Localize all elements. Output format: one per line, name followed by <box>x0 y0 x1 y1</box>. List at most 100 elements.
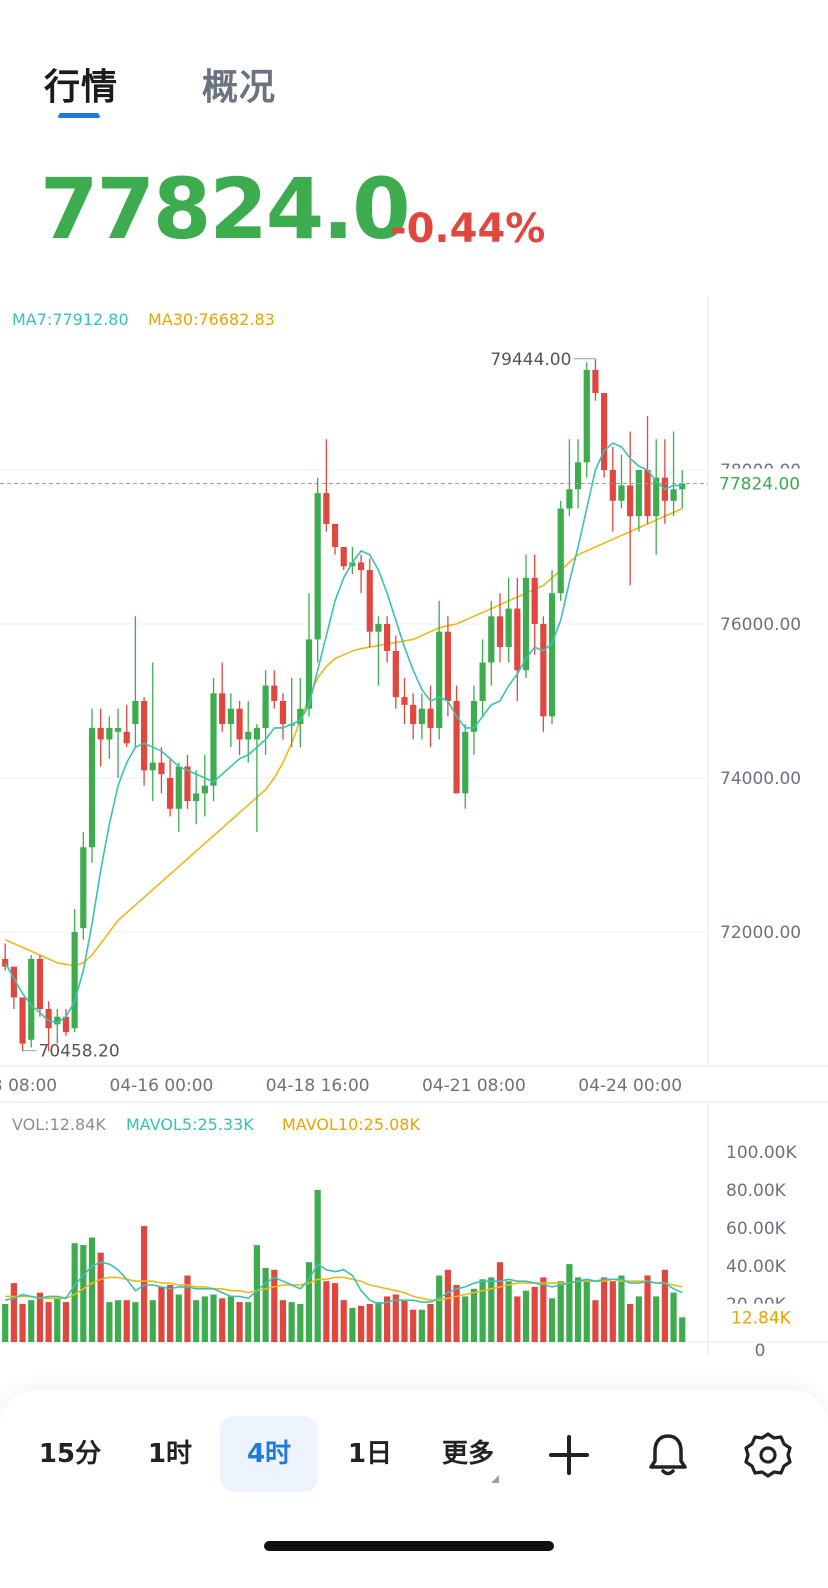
candle-body <box>132 701 139 725</box>
volume-bar <box>401 1300 408 1342</box>
vol-legend: VOL:12.84K <box>12 1115 106 1134</box>
volume-bar <box>167 1285 174 1342</box>
volume-bar <box>45 1302 52 1342</box>
volume-bar <box>236 1302 243 1342</box>
active-tab-indicator <box>57 112 101 118</box>
candle-body <box>366 570 373 632</box>
volume-bar <box>418 1309 425 1342</box>
volume-bar <box>297 1304 304 1342</box>
ma7-legend: MA7:77912.80 <box>12 310 129 329</box>
volume-bar <box>201 1296 208 1342</box>
x-axis-labels: 04-13 08:00 04-16 00:00 04-18 16:00 04-21 0… <box>0 1076 682 1096</box>
candle-body <box>62 1016 70 1033</box>
candle-body <box>262 685 269 728</box>
volume-bar <box>661 1269 668 1342</box>
volume-bar <box>349 1307 356 1342</box>
candle-body <box>97 727 104 740</box>
last-price: 77824.0 <box>40 160 411 258</box>
candle-body <box>236 708 243 740</box>
volume-bar <box>679 1317 686 1342</box>
candle-body <box>427 708 434 728</box>
volume-bar <box>210 1294 217 1342</box>
volume-bar <box>71 1243 78 1342</box>
vol-tick-label: 80.00K <box>726 1181 787 1201</box>
vol-tick-label: 100.00K <box>726 1143 797 1163</box>
candle-body <box>410 704 417 725</box>
volume-bar <box>88 1237 96 1342</box>
volume-bar <box>644 1275 651 1342</box>
candle-body <box>540 624 547 717</box>
plus-icon[interactable] <box>544 1430 594 1480</box>
volume-bar <box>140 1226 148 1342</box>
volume-bar <box>2 1304 9 1342</box>
candle-body <box>644 470 651 517</box>
candle-body <box>601 393 608 470</box>
volume-bar <box>574 1277 582 1342</box>
vol-tick-label: 40.00K <box>726 1257 787 1277</box>
volume-bar <box>271 1269 278 1342</box>
candles <box>2 358 686 1052</box>
candle-body <box>54 1016 61 1025</box>
gear-icon[interactable] <box>743 1430 793 1480</box>
candle-body <box>253 727 261 740</box>
volume-bar <box>253 1245 261 1342</box>
x-tick-label: 04-16 00:00 <box>110 1076 214 1096</box>
volume-bar <box>340 1300 347 1342</box>
volume-bar <box>323 1281 330 1342</box>
volume-bar <box>609 1281 616 1342</box>
vol-current-tag: 12.84K <box>731 1309 792 1329</box>
candle-body <box>314 493 321 640</box>
tab-market[interactable]: 行情 <box>44 67 119 108</box>
low-price-label: 70458.20 <box>39 1042 120 1062</box>
candle-body <box>80 847 87 929</box>
volume-bar <box>410 1309 417 1342</box>
volume-bar <box>314 1190 321 1342</box>
candle-body <box>566 489 573 509</box>
timeframe-more[interactable]: 更多 <box>441 1439 494 1469</box>
candle-body <box>305 639 313 709</box>
tab-overview[interactable]: 概况 <box>202 67 277 108</box>
ma7-path <box>4 442 683 1024</box>
bell-icon[interactable] <box>643 1430 693 1480</box>
candle-body <box>401 697 408 705</box>
volume-bar <box>219 1298 226 1342</box>
volume-bar <box>436 1275 443 1342</box>
ma30-line <box>4 507 683 967</box>
candle-body <box>436 631 443 728</box>
candle-body <box>384 624 391 651</box>
volume-bar <box>80 1245 87 1342</box>
candle-body <box>496 616 504 648</box>
high-price-label: 79444.00 <box>490 350 571 370</box>
candle-body <box>36 958 44 1009</box>
volume-bar <box>114 1300 122 1342</box>
candle-body <box>548 593 556 717</box>
volume-bar <box>566 1264 573 1342</box>
timeframe-1h[interactable]: 1时 <box>147 1439 193 1469</box>
ma30-legend: MA30:76682.83 <box>148 310 275 329</box>
candle-body <box>140 701 148 771</box>
volume-bar <box>627 1304 634 1342</box>
candle-body <box>418 708 425 725</box>
candle-body <box>470 701 478 732</box>
volume-bar <box>305 1262 313 1342</box>
volume-bar <box>427 1304 434 1342</box>
candle-body <box>349 562 356 567</box>
volume-bar <box>288 1302 295 1342</box>
candle-body <box>167 778 174 809</box>
candle-body <box>123 731 130 744</box>
timeframe-1d[interactable]: 1日 <box>347 1439 393 1469</box>
volume-bar <box>531 1286 538 1342</box>
volume-bar <box>514 1296 521 1342</box>
candle-body <box>184 766 191 802</box>
volume-bar <box>444 1269 451 1342</box>
more-dropdown-indicator <box>491 1475 499 1483</box>
y-tick-label: 72000.00 <box>720 923 801 943</box>
volume-bar <box>10 1283 17 1342</box>
volume-bar <box>601 1277 608 1342</box>
timeframe-4h[interactable]: 4时 <box>220 1416 318 1492</box>
vol-tick-label: 60.00K <box>726 1219 787 1239</box>
volume-bar <box>184 1275 191 1342</box>
timeframe-15m[interactable]: 15分 <box>38 1439 102 1469</box>
volume-bar <box>653 1296 660 1342</box>
